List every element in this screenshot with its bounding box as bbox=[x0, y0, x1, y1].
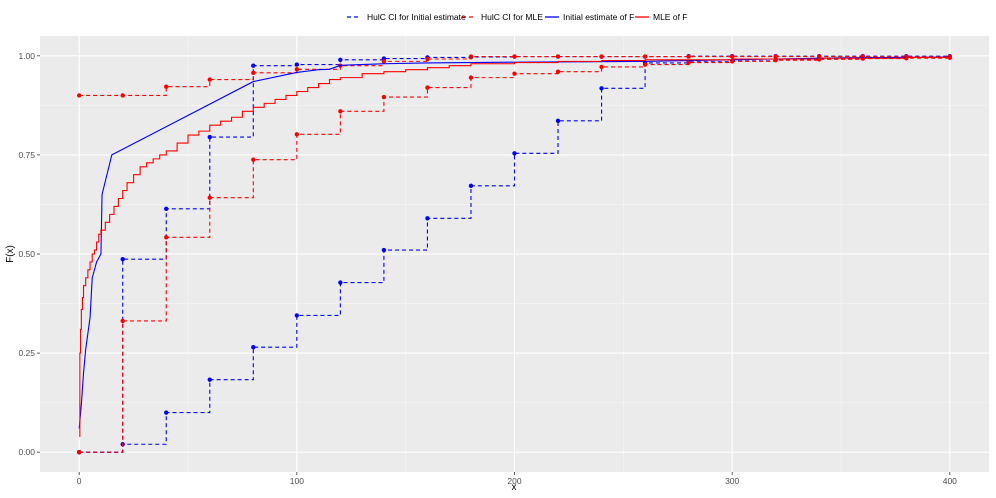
x-tick-label: 0 bbox=[77, 476, 82, 486]
legend-item-mle: MLE of F bbox=[635, 12, 687, 22]
ci-lower-point bbox=[642, 62, 648, 67]
legend-label-hulc-mle: HulC CI for MLE bbox=[481, 12, 543, 22]
ci-lower-point bbox=[555, 69, 561, 74]
ci-lower-point bbox=[251, 157, 256, 162]
x-tick-label: 200 bbox=[507, 476, 521, 486]
ci-upper-point bbox=[381, 59, 387, 64]
series-mle-of-f bbox=[79, 56, 951, 437]
y-tick-label: 0.25 bbox=[18, 348, 35, 358]
ci-lower-point bbox=[599, 86, 604, 91]
ci-lower-point bbox=[425, 85, 430, 90]
y-tick-label: 0.00 bbox=[18, 447, 35, 457]
ci-upper-point bbox=[686, 54, 691, 59]
ci-upper-point bbox=[207, 77, 212, 82]
ci-upper-point bbox=[555, 54, 561, 59]
ci-upper-point bbox=[294, 62, 300, 67]
ci-lower-point bbox=[120, 318, 125, 324]
ci-lower-point bbox=[338, 280, 343, 285]
ci-lower-point bbox=[468, 183, 474, 189]
x-axis-title: x bbox=[512, 482, 517, 493]
ci-lower-point bbox=[381, 94, 387, 100]
ci-upper-point bbox=[338, 57, 343, 62]
ci-lower-point bbox=[76, 449, 82, 455]
ci-upper-point bbox=[76, 93, 82, 98]
y-tick-label: 0.50 bbox=[18, 249, 35, 259]
ci-upper-point bbox=[729, 54, 735, 59]
ci-lower-point bbox=[512, 71, 517, 76]
series-layer bbox=[76, 54, 953, 455]
legend: HulC CI for Initial estimate HulC CI for… bbox=[347, 12, 687, 22]
ci-upper-point bbox=[207, 134, 212, 140]
ci-lower-line bbox=[79, 56, 951, 453]
ci-lower-point bbox=[468, 75, 474, 80]
ci-lower-point bbox=[251, 344, 256, 350]
ci-upper-point bbox=[164, 84, 169, 89]
ci-lower-point bbox=[207, 377, 212, 382]
legend-item-hulc-initial: HulC CI for Initial estimate bbox=[347, 12, 466, 22]
ci-upper-point bbox=[468, 54, 474, 59]
ci-lower-point bbox=[425, 216, 430, 221]
legend-label-mle: MLE of F bbox=[653, 12, 687, 22]
ci-lower-point bbox=[294, 313, 300, 318]
estimate-line bbox=[79, 56, 951, 437]
legend-label-hulc-initial: HulC CI for Initial estimate bbox=[367, 12, 466, 22]
ci-lower-point bbox=[686, 60, 691, 65]
ci-lower-point bbox=[381, 247, 387, 253]
y-tick-label: 0.75 bbox=[18, 150, 35, 160]
ci-upper-point bbox=[251, 63, 256, 68]
ci-lower-point bbox=[512, 151, 517, 156]
x-tick-label: 400 bbox=[943, 476, 957, 486]
ci-lower-point bbox=[164, 410, 169, 415]
ci-lower-point bbox=[294, 132, 300, 137]
y-axis-title: F(x) bbox=[5, 245, 16, 263]
legend-item-initial-estimate: Initial estimate of F bbox=[545, 12, 634, 22]
x-axis: 0 100 200 300 400 bbox=[77, 472, 957, 486]
ci-upper-point bbox=[642, 54, 648, 59]
ci-lower-point bbox=[599, 64, 604, 70]
ci-upper-point bbox=[512, 54, 517, 59]
ci-lower-point bbox=[164, 235, 169, 240]
ci-upper-point bbox=[164, 206, 169, 212]
legend-item-hulc-mle: HulC CI for MLE bbox=[462, 12, 543, 22]
ci-upper-point bbox=[120, 93, 125, 98]
ci-lower-point bbox=[555, 118, 561, 124]
ci-upper-point bbox=[425, 56, 430, 62]
y-tick-label: 1.00 bbox=[18, 51, 35, 61]
ci-lower-point bbox=[338, 109, 343, 114]
ci-upper-point bbox=[773, 54, 778, 59]
series-hulc-ci-for-mle bbox=[76, 54, 953, 455]
ci-upper-point bbox=[251, 70, 256, 76]
ci-upper-point bbox=[120, 256, 125, 262]
x-tick-label: 300 bbox=[725, 476, 739, 486]
y-axis: 0.00 0.25 0.50 0.75 1.00 bbox=[18, 51, 40, 457]
ci-upper-point bbox=[294, 67, 300, 72]
ci-upper-point bbox=[599, 54, 604, 59]
ci-lower-point bbox=[207, 195, 212, 200]
legend-label-initial-estimate: Initial estimate of F bbox=[563, 12, 634, 22]
x-tick-label: 100 bbox=[290, 476, 304, 486]
